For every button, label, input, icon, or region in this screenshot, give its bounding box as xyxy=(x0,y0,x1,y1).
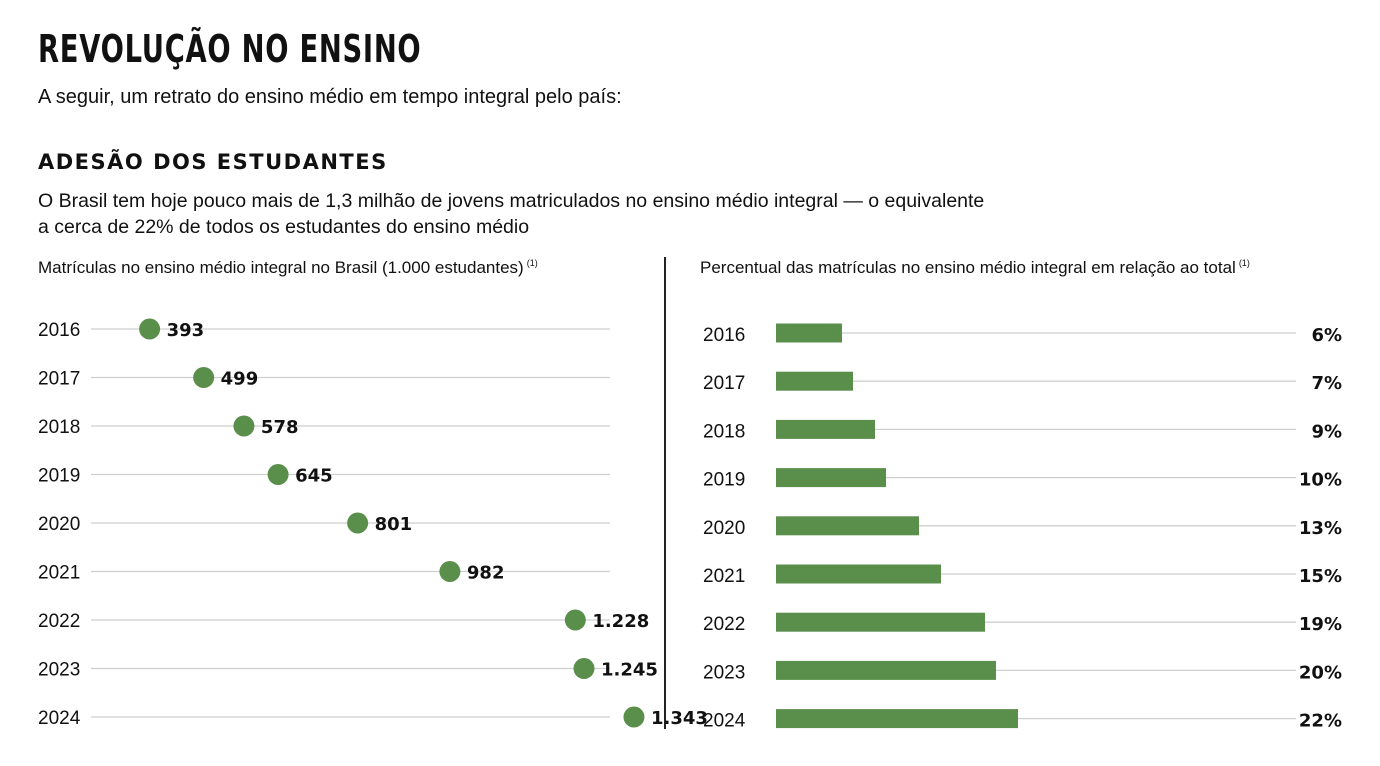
right-data-label: 10% xyxy=(1299,470,1342,491)
right-year-tick: 2019 xyxy=(703,470,745,491)
left-data-dot xyxy=(267,464,289,485)
right-data-bar xyxy=(776,660,996,680)
right-data-bar xyxy=(776,468,886,488)
right-data-label: 6% xyxy=(1311,325,1342,346)
right-year-tick: 2022 xyxy=(703,614,745,635)
left-data-dot xyxy=(233,415,255,437)
right-year-tick: 2016 xyxy=(703,325,745,346)
page-title: REVOLUÇÃO NO ENSINO xyxy=(38,27,422,71)
left-year-tick: 2016 xyxy=(38,320,80,341)
page-subtitle: A seguir, um retrato do ensino médio em … xyxy=(38,86,622,108)
right-year-tick: 2018 xyxy=(703,421,745,442)
left-data-label: 1.343 xyxy=(651,708,708,729)
section-description: O Brasil tem hoje pouco mais de 1,3 milh… xyxy=(38,188,984,240)
right-data-bar xyxy=(776,419,875,439)
left-year-tick: 2017 xyxy=(38,369,80,390)
chart-divider xyxy=(664,257,666,729)
left-data-label: 1.228 xyxy=(592,611,649,632)
left-year-tick: 2020 xyxy=(38,514,80,535)
right-chart-title-text: Percentual das matrículas no ensino médi… xyxy=(700,258,1236,277)
right-data-label: 20% xyxy=(1299,662,1342,683)
left-chart-footnote: (1) xyxy=(526,258,538,268)
left-year-tick: 2023 xyxy=(38,660,80,681)
right-data-bar xyxy=(776,564,941,584)
left-data-dot xyxy=(623,706,645,728)
left-chart-title: Matrículas no ensino médio integral no B… xyxy=(38,258,538,278)
right-data-bar xyxy=(776,371,853,391)
left-data-label: 578 xyxy=(261,417,299,438)
section-description-line-1: O Brasil tem hoje pouco mais de 1,3 milh… xyxy=(38,190,985,212)
right-chart-title: Percentual das matrículas no ensino médi… xyxy=(700,258,1250,278)
left-data-dot xyxy=(564,609,586,631)
left-data-dot xyxy=(139,318,161,340)
right-data-label: 22% xyxy=(1299,711,1342,732)
right-data-label: 15% xyxy=(1299,566,1342,587)
right-data-bar xyxy=(776,323,842,343)
left-data-dot xyxy=(573,658,595,679)
left-data-dot xyxy=(193,367,215,388)
left-year-tick: 2019 xyxy=(38,466,80,487)
left-data-dot xyxy=(439,561,461,582)
right-year-tick: 2020 xyxy=(703,518,745,539)
right-data-label: 7% xyxy=(1311,373,1342,394)
right-data-bar xyxy=(776,709,1018,729)
left-year-tick: 2024 xyxy=(38,708,81,729)
right-data-bar xyxy=(776,516,919,536)
left-data-label: 801 xyxy=(375,514,413,535)
left-year-tick: 2018 xyxy=(38,417,80,438)
right-year-tick: 2024 xyxy=(703,711,746,732)
section-description-line-2: a cerca de 22% de todos os estudantes do… xyxy=(38,216,530,238)
right-data-bar xyxy=(776,612,985,632)
left-data-label: 499 xyxy=(221,369,259,390)
left-data-dot xyxy=(347,512,369,534)
section-title: ADESÃO DOS ESTUDANTES xyxy=(38,150,388,174)
left-data-label: 645 xyxy=(295,466,333,487)
left-data-label: 1.245 xyxy=(601,660,658,681)
right-data-label: 9% xyxy=(1311,421,1342,442)
left-data-label: 393 xyxy=(167,320,205,341)
right-year-tick: 2021 xyxy=(703,566,745,587)
left-data-label: 982 xyxy=(467,563,505,584)
left-year-tick: 2021 xyxy=(38,563,80,584)
right-data-label: 13% xyxy=(1299,518,1342,539)
left-chart-title-text: Matrículas no ensino médio integral no B… xyxy=(38,258,524,277)
right-data-label: 19% xyxy=(1299,614,1342,635)
right-year-tick: 2023 xyxy=(703,662,745,683)
left-year-tick: 2022 xyxy=(38,611,80,632)
right-year-tick: 2017 xyxy=(703,373,745,394)
right-chart-footnote: (1) xyxy=(1238,258,1250,268)
